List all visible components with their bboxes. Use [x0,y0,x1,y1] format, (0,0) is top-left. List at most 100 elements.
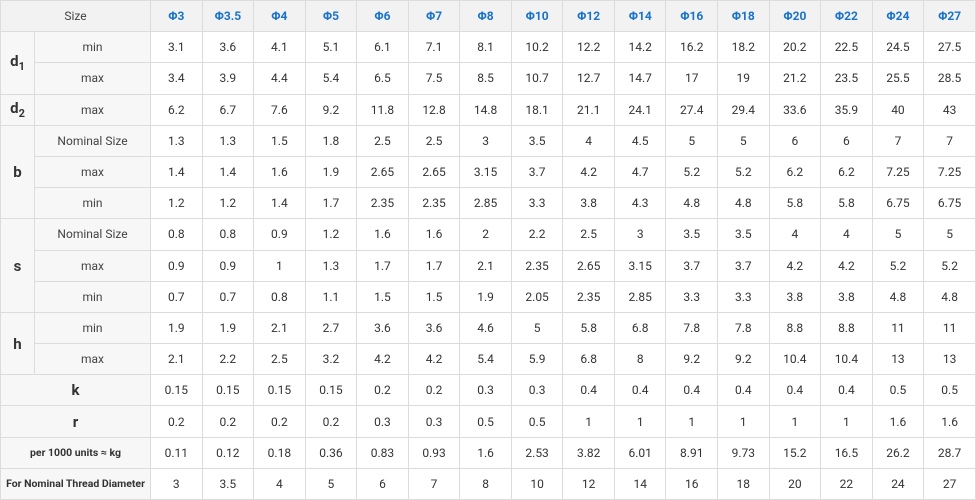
value-cell: 3.1 [150,31,203,64]
value-cell: 1.7 [407,249,461,282]
value-cell: 2.1 [253,311,306,345]
value-cell: 2.2 [201,343,255,376]
value-cell: 0.9 [150,249,203,282]
value-cell: 15.2 [768,436,822,469]
value-cell: 5 [510,311,564,345]
value-cell: 1.4 [201,155,255,189]
value-cell: 18 [717,467,770,500]
value-cell: 7.25 [871,155,925,189]
value-cell: 1.3 [150,124,203,157]
value-cell: 7.8 [717,311,770,345]
table-row: max 3.4 3.9 4.4 5.4 6.5 7.5 8.5 10.7 12.7 14.7 17 19… [1,62,976,95]
value-cell: 12.7 [562,62,615,95]
group-label: r [0,405,152,438]
value-cell: 0.18 [253,436,306,469]
value-cell: 1.6 [356,218,409,251]
value-cell: 5.2 [923,249,976,282]
group-label: k [0,374,152,407]
value-cell: 5.2 [665,155,719,189]
value-cell: 0.36 [304,436,358,469]
value-cell: 20 [768,467,822,500]
value-cell: 13 [923,343,976,376]
value-cell: 1 [562,405,615,438]
header-column: Φ10 [510,0,564,33]
value-cell: 3.9 [201,62,255,95]
table-row: min 0.7 0.7 0.8 1.1 1.5 1.5 1.9 2.05 2.35 2.85 3.3 3… [1,280,976,313]
value-cell: 13 [871,343,925,376]
value-cell: 4.2 [562,155,615,189]
value-cell: 5.8 [562,311,615,345]
value-cell: 4.1 [253,31,306,64]
value-cell: 6.5 [356,62,409,95]
value-cell: 0.3 [510,374,564,407]
value-cell: 0.5 [923,374,976,407]
group-label-text: d [10,99,19,118]
value-cell: 1 [665,405,719,438]
value-cell: 2.35 [510,249,564,282]
value-cell: 3.6 [356,311,409,345]
value-cell: 1.6 [871,405,925,438]
value-cell: 1.7 [356,249,409,282]
value-cell: 21.2 [768,62,822,95]
value-cell: 2 [459,218,512,251]
value-cell: 10.2 [510,31,564,64]
value-cell: 4.7 [613,155,667,189]
header-column: Φ3 [150,0,203,33]
row-label: Nominal Size [33,218,152,251]
value-cell: 8.1 [459,31,512,64]
header-column: Φ6 [356,0,409,33]
value-cell: 1.9 [201,311,255,345]
value-cell: 2.85 [613,280,667,313]
value-cell: 14.8 [459,93,512,126]
value-cell: 1.5 [407,280,461,313]
value-cell: 4 [820,218,873,251]
value-cell: 4.4 [253,62,306,95]
value-cell: 3.8 [562,187,615,220]
value-cell: 2.85 [459,187,512,220]
value-cell: 4.2 [820,249,873,282]
value-cell: 4.2 [768,249,822,282]
value-cell: 1 [768,405,822,438]
value-cell: 40 [871,93,925,126]
value-cell: 0.8 [150,218,203,251]
value-cell: 1 [820,405,873,438]
value-cell: 8 [613,343,667,376]
header-column: Φ22 [820,0,873,33]
row-label: Nominal Size [33,124,152,157]
header-size: Size [0,0,152,33]
value-cell: 6.7 [201,93,255,126]
value-cell: 3.5 [665,218,719,251]
group-label-sub: 2 [18,107,25,121]
value-cell: 0.4 [562,374,615,407]
value-cell: 26.2 [871,436,925,469]
group-label-text: s [13,256,22,275]
value-cell: 3.4 [150,62,203,95]
value-cell: 6.75 [923,187,976,220]
value-cell: 2.7 [304,311,358,345]
value-cell: 11 [871,311,925,345]
value-cell: 1.9 [150,311,203,345]
value-cell: 0.9 [201,249,255,282]
value-cell: 22.5 [820,31,873,64]
header-column: Φ8 [459,0,512,33]
value-cell: 9.2 [304,93,358,126]
value-cell: 5.8 [820,187,873,220]
value-cell: 6.8 [562,343,615,376]
value-cell: 0.5 [510,405,564,438]
value-cell: 14 [613,467,667,500]
header-column: Φ4 [253,0,306,33]
value-cell: 2.65 [562,249,615,282]
value-cell: 3 [459,124,512,157]
value-cell: 2.05 [510,280,564,313]
value-cell: 4.2 [356,343,409,376]
value-cell: 0.93 [407,436,461,469]
header-column: Φ5 [304,0,358,33]
value-cell: 6 [356,467,409,500]
value-cell: 0.5 [459,405,512,438]
value-cell: 1.2 [150,187,203,220]
value-cell: 6.2 [150,93,203,126]
value-cell: 3.5 [717,218,770,251]
value-cell: 3.3 [510,187,564,220]
group-label: d2 [0,93,35,126]
header-column: Φ14 [613,0,667,33]
